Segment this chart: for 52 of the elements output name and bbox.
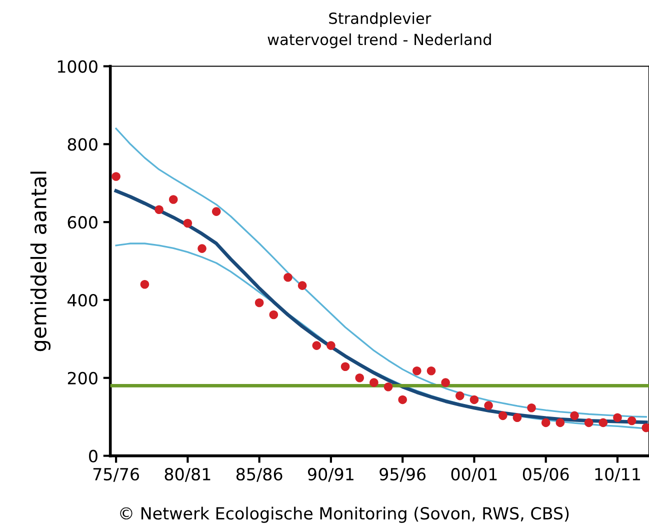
x-tick-label: 95/96	[380, 468, 426, 482]
point	[298, 281, 307, 290]
point	[212, 207, 221, 216]
point	[269, 310, 278, 320]
y-axis-title: gemiddeld aantal	[30, 172, 51, 352]
point	[556, 418, 565, 428]
point	[441, 378, 450, 387]
point	[326, 341, 336, 350]
chart-subtitle: watervogel trend - Nederland	[268, 33, 491, 48]
point	[512, 413, 522, 422]
point	[398, 395, 407, 404]
point	[384, 382, 393, 392]
x-tick-label: 90/91	[308, 468, 354, 482]
x-tick-label: 05/06	[522, 468, 569, 482]
chart-title: Strandplevier	[329, 12, 432, 28]
y-tick-label: 1000	[58, 60, 98, 73]
point	[484, 401, 493, 410]
point	[284, 272, 292, 282]
point	[370, 378, 378, 387]
point	[527, 403, 536, 412]
point	[498, 411, 508, 420]
x-tick-label: 10/11	[595, 468, 640, 482]
y-tick-label: 0	[89, 450, 98, 462]
point	[627, 416, 636, 426]
point	[613, 413, 622, 422]
x-tick-label: 80/81	[164, 468, 210, 482]
point	[598, 418, 608, 428]
y-tick-label: 200	[68, 372, 98, 384]
text: © Netwerk Ecologische Monitoring (Sovon, RWS, CBS)	[120, 506, 569, 523]
point	[456, 391, 464, 400]
point	[312, 341, 322, 350]
x-tick-label: 75/76	[93, 468, 140, 482]
point	[426, 366, 436, 376]
point	[584, 418, 594, 428]
y-tick-label: 600	[68, 216, 98, 229]
point	[340, 362, 350, 371]
point	[355, 374, 364, 382]
point	[112, 172, 120, 181]
point	[470, 395, 479, 404]
point	[154, 205, 164, 214]
point	[254, 298, 264, 308]
y-tick-label: 400	[68, 294, 98, 307]
point	[570, 411, 579, 420]
x-tick-label: 85/86	[236, 468, 282, 482]
point	[168, 195, 178, 204]
point	[541, 418, 550, 428]
point	[412, 366, 422, 376]
point	[140, 280, 150, 289]
point	[198, 244, 206, 253]
point	[183, 218, 192, 228]
x-tick-label: 00/01	[451, 468, 497, 482]
y-tick-label: 800	[68, 138, 98, 151]
